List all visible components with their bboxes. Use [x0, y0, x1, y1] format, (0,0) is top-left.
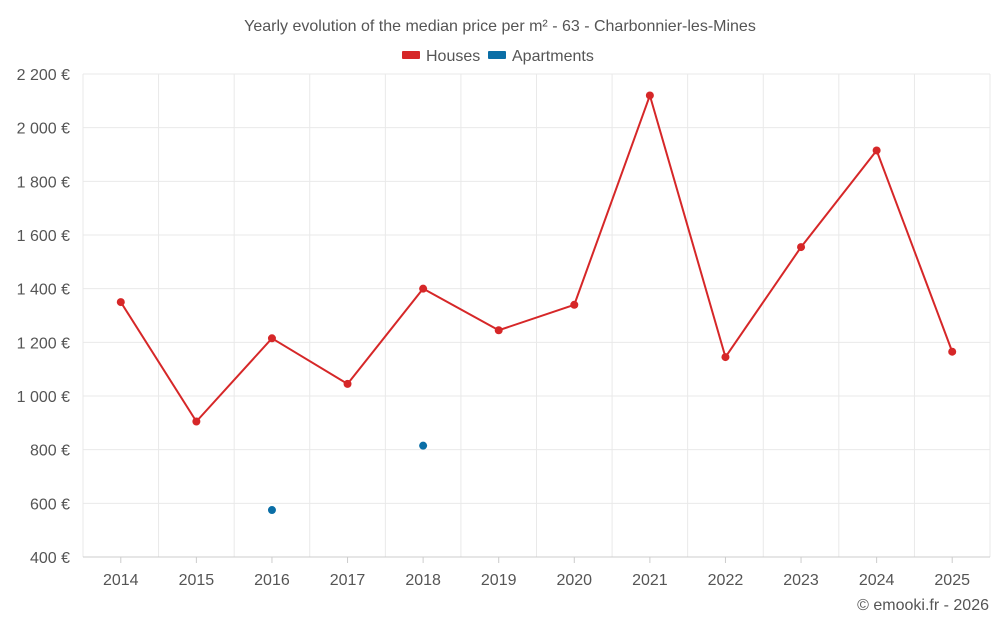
chart-title: Yearly evolution of the median price per… [244, 18, 756, 35]
houses-line-segment [724, 246, 802, 358]
houses-line-segment [648, 95, 727, 358]
grid [82, 73, 991, 557]
x-tick-label: 2019 [481, 572, 517, 589]
houses-point [721, 353, 730, 362]
houses-line-segment [422, 287, 500, 332]
apartments-point [267, 506, 276, 515]
houses-point [343, 379, 352, 388]
houses-point [948, 347, 957, 356]
x-tick-label: 2016 [254, 572, 290, 589]
houses-point [419, 284, 428, 293]
credit-text: © emooki.fr - 2026 [857, 597, 989, 614]
houses-line-segment [271, 337, 349, 385]
houses-line-segment [800, 149, 878, 248]
houses-line-segment [875, 150, 954, 353]
houses-line-segment [119, 301, 198, 423]
y-tick-label: 1 800 € [17, 174, 70, 191]
y-tick-label: 2 200 € [17, 67, 70, 84]
houses-line-segment [498, 303, 575, 332]
houses-point [570, 300, 579, 309]
y-tick-label: 1 600 € [17, 228, 70, 245]
houses-point [872, 146, 881, 155]
x-tick-label: 2018 [405, 572, 441, 589]
y-tick-label: 2 000 € [17, 121, 70, 138]
legend-label-apartments: Apartments [512, 48, 594, 65]
houses-point [192, 417, 201, 426]
x-tick-label: 2025 [934, 572, 970, 589]
y-tick-label: 800 € [30, 443, 70, 460]
legend-swatch-houses [402, 51, 420, 59]
houses-line-segment [573, 95, 651, 306]
houses-point [797, 243, 806, 252]
houses-point [116, 298, 125, 307]
houses-point [494, 326, 503, 335]
y-tick-label: 400 € [30, 550, 70, 567]
apartments-point [419, 441, 428, 450]
series-layer [116, 91, 957, 515]
legend-swatch-apartments [488, 51, 506, 59]
houses-point [645, 91, 654, 100]
houses-line-segment [346, 288, 424, 385]
y-tick-label: 1 400 € [17, 282, 70, 299]
x-tick-label: 2017 [330, 572, 366, 589]
legend: Houses Apartments [402, 48, 594, 65]
x-tick-label: 2024 [859, 572, 895, 589]
x-tick-label: 2021 [632, 572, 668, 589]
y-tick-label: 1 000 € [17, 389, 70, 406]
x-tick-label: 2022 [708, 572, 744, 589]
x-tick-label: 2015 [179, 572, 215, 589]
legend-label-houses: Houses [426, 48, 480, 65]
x-tick-label: 2014 [103, 572, 139, 589]
houses-line-segment [195, 337, 273, 423]
x-tick-label: 2020 [556, 572, 592, 589]
x-tick-label: 2023 [783, 572, 819, 589]
y-tick-label: 600 € [30, 496, 70, 513]
y-tick-label: 1 200 € [17, 335, 70, 352]
axes: 400 € 600 € 800 € 1 000 € 1 200 € 1 400 € 1 60… [17, 67, 990, 589]
houses-point [267, 334, 276, 343]
